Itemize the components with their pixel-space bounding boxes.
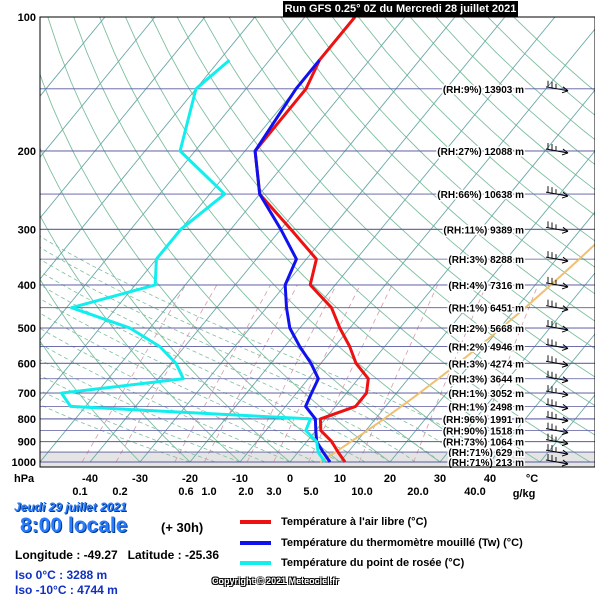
pressure-tick-label: 100 xyxy=(18,12,36,24)
level-height-label: (RH:3%) 4274 m xyxy=(448,359,524,370)
pressure-tick-label: 300 xyxy=(18,224,36,236)
level-height-label: (RH:11%) 9389 m xyxy=(443,225,524,236)
coordinates: Longitude : -49.27 Latitude : -25.36 xyxy=(15,548,219,562)
legend-air-temperature: Température à l'air libre (°C) xyxy=(240,516,427,528)
mixing-ratio-tick-label: 10.0 xyxy=(351,486,372,498)
iso-zero-label: Iso 0°C : 3288 m xyxy=(15,568,107,582)
pressure-unit-label: hPa xyxy=(14,473,35,485)
level-height-label: (RH:2%) 4946 m xyxy=(448,342,524,353)
mixing-ratio-tick-label: 40.0 xyxy=(464,486,485,498)
pressure-tick-label: 900 xyxy=(18,437,36,449)
level-height-label: (RH:4%) 7316 m xyxy=(448,281,524,292)
level-height-label: (RH:3%) 8288 m xyxy=(448,255,524,266)
legend-swatch-blue xyxy=(240,541,271,545)
level-height-label: (RH:9%) 13903 m xyxy=(443,85,524,96)
copyright: Copyright © 2021 Meteociel.fr xyxy=(212,576,339,586)
date-label: Jeudi 29 juillet 2021 xyxy=(14,500,127,514)
pressure-tick-label: 600 xyxy=(18,358,36,370)
legend-label-air: Température à l'air libre (°C) xyxy=(281,516,427,528)
iso-minus10-label: Iso -10°C : 4744 m xyxy=(15,583,118,597)
pressure-tick-label: 200 xyxy=(18,146,36,158)
legend-swatch-red xyxy=(240,520,271,524)
level-height-label: (RH:2%) 5668 m xyxy=(448,324,524,335)
mixing-ratio-tick-label: 0.1 xyxy=(72,486,87,498)
legend-wetbulb-temperature: Température du thermomètre mouillé (Tw) … xyxy=(240,537,523,549)
mixing-ratio-tick-label: 2.0 xyxy=(238,486,253,498)
mixing-ratio-tick-label: 0.2 xyxy=(112,486,127,498)
temperature-tick-label: 40 xyxy=(484,473,496,485)
legend-dewpoint: Température du point de rosée (°C) xyxy=(240,557,464,569)
level-height-label: (RH:1%) 3052 m xyxy=(448,389,524,400)
mixing-ratio-tick-label: 20.0 xyxy=(407,486,428,498)
temperature-unit-label: °C xyxy=(526,473,538,485)
level-height-label: (RH:1%) 2498 m xyxy=(448,402,524,413)
temperature-tick-label: 0 xyxy=(287,473,293,485)
level-height-label: (RH:3%) 3644 m xyxy=(448,375,524,386)
legend-swatch-cyan xyxy=(240,561,271,565)
mixing-ratio-tick-label: 3.0 xyxy=(266,486,281,498)
pressure-tick-label: 500 xyxy=(18,323,36,335)
mixing-ratio-tick-label: 1.0 xyxy=(201,486,216,498)
legend-label-wetbulb: Température du thermomètre mouillé (Tw) … xyxy=(281,537,523,549)
mixing-ratio-tick-label: 0.6 xyxy=(178,486,193,498)
temperature-tick-label: -30 xyxy=(132,473,148,485)
temperature-tick-label: 10 xyxy=(334,473,346,485)
pressure-tick-label: 800 xyxy=(18,414,36,426)
hour-label: 8:00 locale xyxy=(20,514,127,538)
legend-label-dewpoint: Température du point de rosée (°C) xyxy=(281,557,464,569)
temperature-tick-label: 30 xyxy=(434,473,446,485)
chart-title: Run GFS 0.25° 0Z du Mercredi 28 juillet … xyxy=(283,1,518,17)
pressure-tick-label: 700 xyxy=(18,388,36,400)
mixing-ratio-unit-label: g/kg xyxy=(513,488,536,500)
pressure-tick-label: 1000 xyxy=(12,457,36,469)
temperature-tick-label: -40 xyxy=(82,473,98,485)
temperature-tick-label: -20 xyxy=(182,473,198,485)
mixing-ratio-tick-label: 5.0 xyxy=(303,486,318,498)
level-height-label: (RH:1%) 6451 m xyxy=(448,304,524,315)
forecast-offset: (+ 30h) xyxy=(161,520,203,535)
pressure-tick-label: 400 xyxy=(18,280,36,292)
level-height-label: (RH:90%) 1518 m xyxy=(443,427,524,438)
level-height-label: (RH:27%) 12088 m xyxy=(437,147,524,158)
level-height-label: (RH:66%) 10638 m xyxy=(437,190,524,201)
level-height-label: (RH:73%) 1064 m xyxy=(443,438,524,449)
level-height-label: (RH:96%) 1991 m xyxy=(443,415,524,426)
temperature-tick-label: -10 xyxy=(232,473,248,485)
temperature-tick-label: 20 xyxy=(384,473,396,485)
